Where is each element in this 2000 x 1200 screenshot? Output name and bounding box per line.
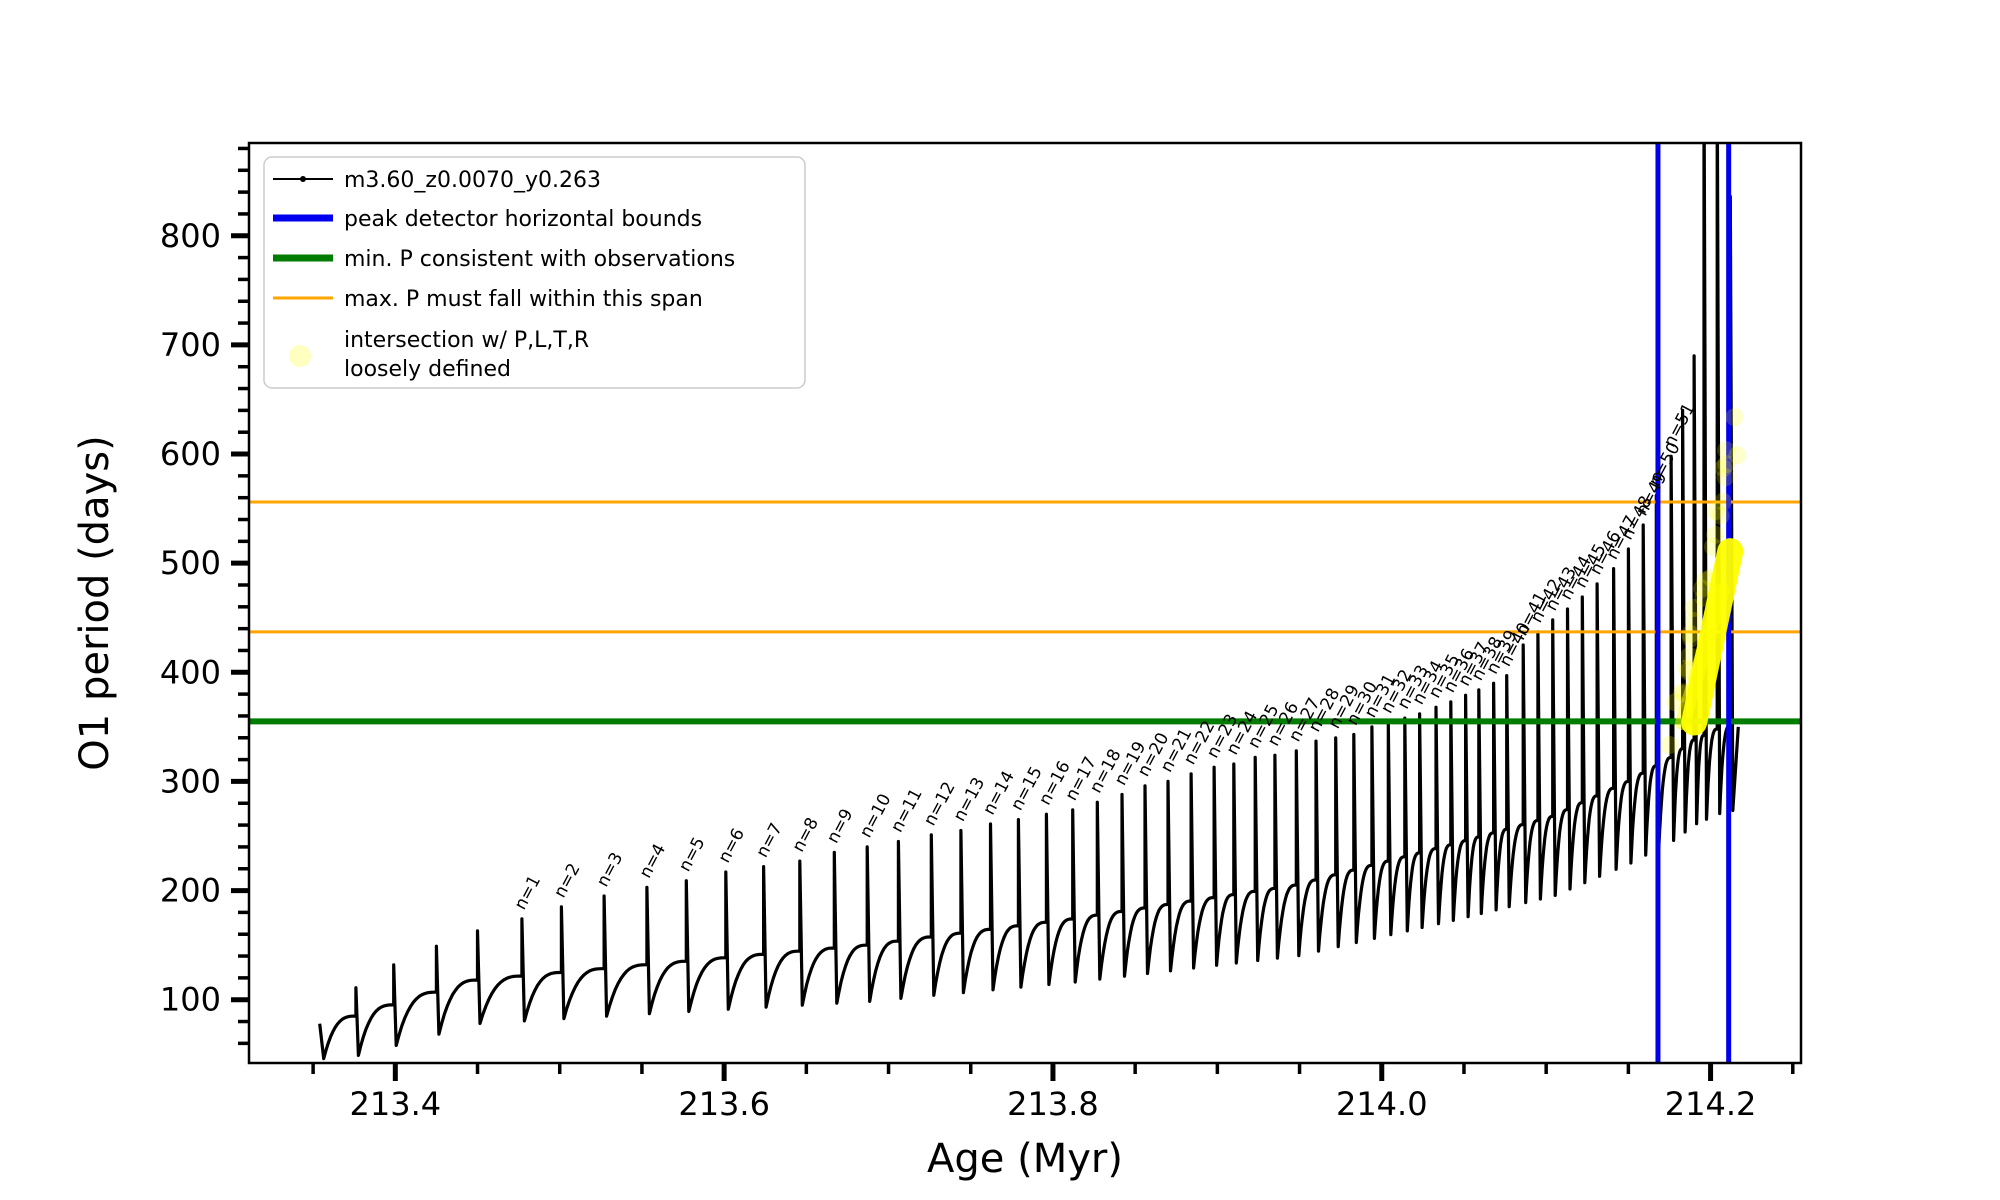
y-tick-label: 300 <box>160 762 221 800</box>
pulse-label-n3: n=3 <box>593 849 627 890</box>
x-tick-label: 214.0 <box>1336 1085 1428 1123</box>
intersection-scatter-point <box>1696 571 1715 590</box>
pulse-label-n8: n=8 <box>789 814 823 855</box>
pulse-number-labels: n=1 n=2 n=3 n=4 n=5 n=6 n=7 n=8 n=9n=10n=11n=12n… <box>511 400 1700 913</box>
x-tick-label: 213.6 <box>678 1085 770 1123</box>
legend-label: max. P must fall within this span <box>344 287 703 312</box>
intersection-scatter-point <box>1682 629 1700 648</box>
axis-ticks: 213.4 213.6 213.8 214.0 214.2 100 200 300 400 500… <box>160 146 1795 1123</box>
legend-label: intersection w/ P,L,T,R <box>344 328 589 353</box>
y-tick-label: 100 <box>160 981 221 1019</box>
intersection-scatter-point <box>1728 446 1747 465</box>
pulse-label-n11: n=11 <box>887 785 927 836</box>
legend-label: peak detector horizontal bounds <box>344 207 702 232</box>
x-tick-label: 214.2 <box>1665 1085 1757 1123</box>
legend-item-peak-detector: peak detector horizontal bounds <box>273 207 702 232</box>
intersection-scatter-point <box>1681 625 1700 643</box>
intersection-scatter-point <box>1706 502 1725 520</box>
y-tick-label: 400 <box>160 653 221 691</box>
pulse-label-n12: n=12 <box>920 779 960 830</box>
model-track-curve <box>318 143 1740 1061</box>
intersection-scatter-point <box>1706 525 1725 544</box>
intersection-marker <box>289 345 311 367</box>
intersection-scatter-point <box>1717 455 1736 474</box>
intersection-scatter-point <box>1714 458 1733 477</box>
legend: m3.60_z0.0070_y0.263 peak detector horiz… <box>263 156 806 389</box>
x-axis-label: Age (Myr) <box>927 1136 1123 1182</box>
legend-label: m3.60_z0.0070_y0.263 <box>344 168 601 193</box>
pulse-label-n10: n=10 <box>856 791 896 842</box>
reference-lines <box>249 143 1801 1063</box>
y-tick-label: 200 <box>160 872 221 910</box>
y-tick-label: 600 <box>160 435 221 473</box>
model-track-path <box>318 143 1740 1061</box>
legend-label: min. P consistent with observations <box>344 247 735 272</box>
pulse-label-n1: n=1 <box>511 872 545 913</box>
intersection-scatter-point <box>1711 506 1730 525</box>
legend-item-intersection: intersection w/ P,L,T,R loosely defined <box>289 328 589 382</box>
legend-label-line2: loosely defined <box>344 357 511 382</box>
legend-frame <box>263 156 806 389</box>
pulse-label-n7: n=7 <box>752 820 786 861</box>
legend-item-model-track: m3.60_z0.0070_y0.263 <box>273 168 601 193</box>
legend-item-max-P: max. P must fall within this span <box>273 287 703 312</box>
intersection-scatter-point <box>1660 736 1679 754</box>
plot-frame <box>247 141 1803 1065</box>
model-track-marker <box>300 176 306 182</box>
pulse-label-n2: n=2 <box>550 860 584 901</box>
intersection-region <box>1660 408 1747 754</box>
intersection-band-main <box>1681 538 1744 736</box>
y-axis-label: O1 period (days) <box>72 435 118 770</box>
intersection-scatter-point <box>1685 612 1704 631</box>
intersection-scatter-point <box>1693 579 1712 598</box>
legend-item-min-P: min. P consistent with observations <box>273 247 735 272</box>
pulse-label-n4: n=4 <box>636 841 670 882</box>
y-tick-label: 800 <box>160 217 221 255</box>
x-tick-label: 213.8 <box>1007 1085 1099 1123</box>
intersection-scatter-point <box>1717 441 1736 460</box>
intersection-scatter-point <box>1725 408 1744 427</box>
intersection-scatter-point <box>1716 468 1735 487</box>
intersection-scatter-point <box>1714 492 1732 511</box>
y-tick-label: 500 <box>160 544 221 582</box>
y-tick-label: 700 <box>160 326 221 364</box>
x-tick-label: 213.4 <box>350 1085 442 1123</box>
intersection-scatter-point <box>1684 599 1703 617</box>
pulse-label-n6: n=6 <box>715 825 749 866</box>
pulse-label-n9: n=9 <box>823 806 857 847</box>
pulse-label-n5: n=5 <box>675 834 709 875</box>
